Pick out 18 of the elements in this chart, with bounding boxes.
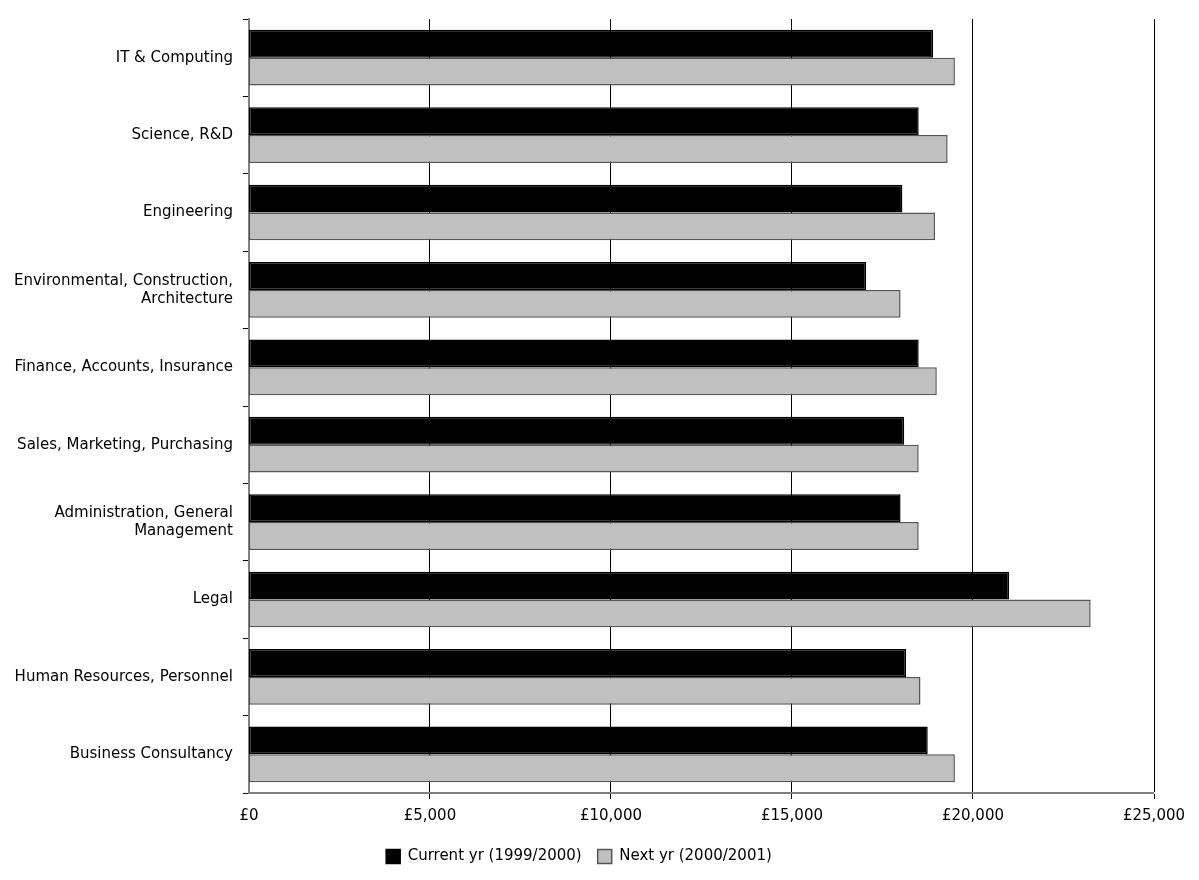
y-tick-label: Administration, General Management bbox=[54, 502, 234, 539]
y-tick-label: Environmental, Construction, Architecture bbox=[14, 270, 233, 307]
y-tick-label: Legal bbox=[192, 589, 233, 608]
y-tick-label: Engineering bbox=[142, 202, 233, 221]
y-tick-label: Finance, Accounts, Insurance bbox=[14, 357, 233, 376]
x-tick-label: £15,000 bbox=[760, 805, 823, 824]
x-tick-label: £5,000 bbox=[403, 805, 457, 824]
x-tick-label: £10,000 bbox=[579, 805, 642, 824]
y-tick-label: IT & Computing bbox=[115, 47, 233, 66]
y-tick-label: Human Resources, Personnel bbox=[14, 666, 233, 685]
x-tick-label: £25,000 bbox=[1122, 805, 1186, 824]
x-tick-label: £0 bbox=[239, 805, 259, 824]
legend-label: Next yr (2000/2001) bbox=[619, 846, 772, 865]
legend-label: Current yr (1999/2000) bbox=[407, 846, 582, 865]
x-tick-label: £20,000 bbox=[941, 805, 1005, 824]
y-tick-label: Sales, Marketing, Purchasing bbox=[17, 434, 233, 453]
y-tick-label: Science, R&D bbox=[131, 124, 233, 143]
y-tick-label: Business Consultancy bbox=[69, 744, 234, 763]
